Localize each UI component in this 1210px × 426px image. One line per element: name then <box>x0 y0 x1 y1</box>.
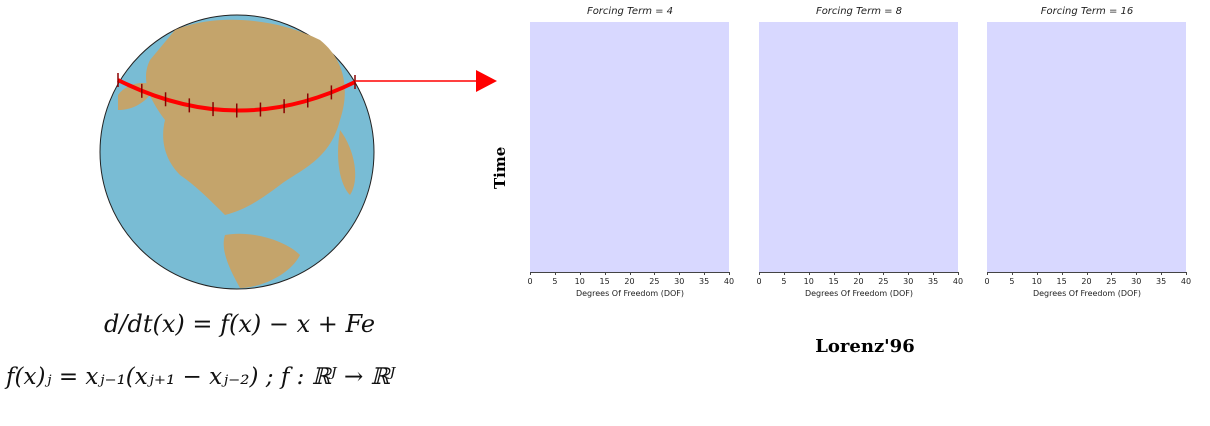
x-tick-label: 0 <box>527 277 533 286</box>
y-axis-label: Time <box>491 146 509 189</box>
x-tick-mark <box>833 272 835 275</box>
x-tick-label: 25 <box>878 277 889 286</box>
x-tick-mark <box>1086 272 1088 275</box>
x-axis-label: Degrees Of Freedom (DOF) <box>804 289 914 298</box>
x-tick-mark <box>629 272 631 275</box>
x-tick-label: 15 <box>599 277 610 286</box>
globe-icon <box>99 14 375 290</box>
x-tick-mark <box>958 272 959 275</box>
x-tick-label: 35 <box>928 277 939 286</box>
x-tick-mark <box>1036 272 1038 275</box>
heatmap-panel <box>530 22 729 272</box>
arrow-right-icon <box>355 70 497 92</box>
x-tick-mark <box>679 272 681 275</box>
x-tick-label: 20 <box>624 277 635 286</box>
x-tick-label: 5 <box>552 277 558 286</box>
x-tick-mark <box>579 272 581 275</box>
x-axis-label: Degrees Of Freedom (DOF) <box>575 289 685 298</box>
x-tick-label: 40 <box>952 277 964 286</box>
x-tick-label: 10 <box>803 277 814 286</box>
x-tick-mark <box>783 272 785 275</box>
x-tick-mark <box>808 272 810 275</box>
x-tick-mark <box>908 272 910 275</box>
x-tick-mark <box>987 272 988 275</box>
x-tick-label: 30 <box>903 277 914 286</box>
x-tick-mark <box>1136 272 1138 275</box>
x-tick-label: 25 <box>649 277 660 286</box>
x-axis-label: Degrees Of Freedom (DOF) <box>1032 289 1142 298</box>
x-tick-mark <box>604 272 606 275</box>
heatmap-panel <box>759 22 958 272</box>
x-tick-label: 10 <box>1031 277 1042 286</box>
x-tick-label: 0 <box>984 277 990 286</box>
equation-1: d/dt(x) = f(x) − x + Fe <box>104 310 376 338</box>
x-tick-label: 5 <box>1009 277 1015 286</box>
x-tick-mark <box>1011 272 1013 275</box>
x-tick-label: 10 <box>574 277 585 286</box>
x-tick-label: 40 <box>1180 277 1192 286</box>
x-tick-label: 15 <box>828 277 839 286</box>
x-tick-mark <box>1061 272 1063 275</box>
x-tick-label: 15 <box>1056 277 1067 286</box>
chart-title: Forcing Term = 8 <box>815 6 903 17</box>
globe-diagram <box>99 14 497 290</box>
x-tick-mark <box>933 272 935 275</box>
x-tick-mark <box>759 272 760 275</box>
x-tick-mark <box>530 272 531 275</box>
x-tick-label: 35 <box>1156 277 1167 286</box>
caption: Lorenz'96 <box>815 336 915 357</box>
x-tick-label: 25 <box>1106 277 1117 286</box>
x-tick-mark <box>883 272 885 275</box>
x-tick-label: 0 <box>756 277 762 286</box>
equation-2: f(x)ⱼ = xⱼ₋₁(xⱼ₊₁ − xⱼ₋₂) ; f : ℝᴶ → ℝᴶ <box>6 364 396 390</box>
x-tick-mark <box>1161 272 1163 275</box>
x-tick-mark <box>729 272 730 275</box>
x-tick-label: 5 <box>781 277 787 286</box>
x-tick-label: 30 <box>674 277 685 286</box>
x-tick-label: 30 <box>1131 277 1142 286</box>
x-tick-mark <box>654 272 656 275</box>
x-tick-label: 40 <box>723 277 735 286</box>
chart-title: Forcing Term = 4 <box>586 6 674 17</box>
x-tick-label: 20 <box>853 277 864 286</box>
x-tick-mark <box>858 272 860 275</box>
heatmap-panel <box>987 22 1186 272</box>
x-tick-mark <box>704 272 706 275</box>
chart-title: Forcing Term = 16 <box>1040 6 1134 17</box>
x-tick-mark <box>554 272 556 275</box>
x-tick-mark <box>1111 272 1113 275</box>
x-tick-label: 20 <box>1081 277 1092 286</box>
x-tick-label: 35 <box>699 277 710 286</box>
x-tick-mark <box>1186 272 1187 275</box>
